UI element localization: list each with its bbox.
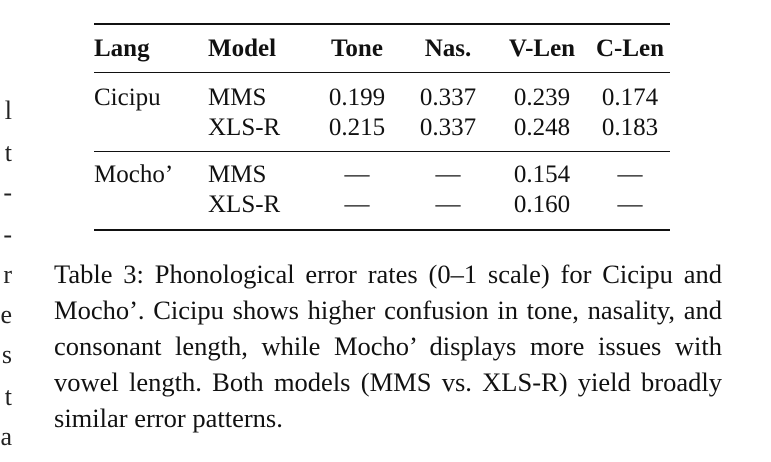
cell-lang-empty: [94, 190, 208, 230]
cell-consonant-length: 0.174: [601, 84, 659, 111]
table-header: Lang Model Tone Nas. V-Len C-Len: [94, 24, 670, 73]
cell-consonant-length: 0.183: [601, 114, 659, 141]
header-model: Model: [208, 34, 277, 62]
edge-fragment: s: [1, 340, 12, 369]
table-row: Cicipu MMS 0.199 0.337 0.239 0.174: [94, 73, 670, 114]
cell-nasality: —: [435, 161, 461, 188]
cell-nasality: 0.337: [419, 114, 477, 141]
cell-lang: Cicipu: [94, 84, 161, 111]
cell-model: MMS: [208, 161, 267, 188]
cell-vowel-length: 0.239: [513, 84, 571, 111]
header-vowel-length: V-Len: [508, 34, 576, 62]
cell-tone: 0.215: [328, 114, 386, 141]
cell-nasality: —: [435, 191, 461, 218]
table-row: Mocho’ MMS — — 0.154 —: [94, 152, 670, 191]
cell-lang: Mocho’: [94, 161, 174, 188]
cell-tone: —: [344, 161, 370, 188]
edge-fragment: -: [3, 220, 12, 249]
edge-fragment: r: [3, 260, 12, 289]
cell-nasality: 0.337: [419, 84, 477, 111]
cell-model: XLS-R: [208, 191, 281, 218]
cell-vowel-length: 0.154: [513, 161, 571, 188]
header-tone: Tone: [331, 34, 383, 62]
cell-lang-empty: [94, 113, 208, 152]
edge-fragment: -: [3, 178, 12, 207]
group-cicipu: Cicipu MMS 0.199 0.337 0.239 0.174 XLS-R…: [94, 73, 670, 152]
cell-vowel-length: 0.160: [513, 191, 571, 218]
cell-tone: 0.199: [328, 84, 386, 111]
cell-model: MMS: [208, 84, 267, 111]
header-consonant-length: C-Len: [595, 34, 665, 62]
edge-fragment: t: [4, 382, 12, 411]
table-row: XLS-R — — 0.160 —: [94, 190, 670, 230]
group-mocho: Mocho’ MMS — — 0.154 — XLS-R — — 0.160 —: [94, 151, 670, 230]
header-nasality: Nas.: [424, 34, 472, 62]
results-table-container: Lang Model Tone Nas. V-Len C-Len Cicipu …: [94, 23, 670, 231]
cell-vowel-length: 0.248: [513, 114, 571, 141]
edge-fragment: l: [4, 96, 12, 125]
edge-fragment: a: [0, 422, 12, 451]
left-column-text-fragments: l t - - r e s t a: [0, 0, 14, 462]
header-row: Lang Model Tone Nas. V-Len C-Len: [94, 24, 670, 73]
table-row: XLS-R 0.215 0.337 0.248 0.183: [94, 113, 670, 152]
cell-consonant-length: —: [617, 191, 643, 218]
header-lang: Lang: [94, 34, 150, 62]
phonological-error-table: Lang Model Tone Nas. V-Len C-Len Cicipu …: [94, 23, 670, 231]
cell-consonant-length: —: [617, 161, 643, 188]
cell-model: XLS-R: [208, 114, 281, 141]
edge-fragment: e: [0, 300, 12, 329]
table-caption: Table 3: Phonological error rates (0–1 s…: [54, 259, 722, 433]
edge-fragment: t: [4, 138, 12, 167]
cell-tone: —: [344, 191, 370, 218]
